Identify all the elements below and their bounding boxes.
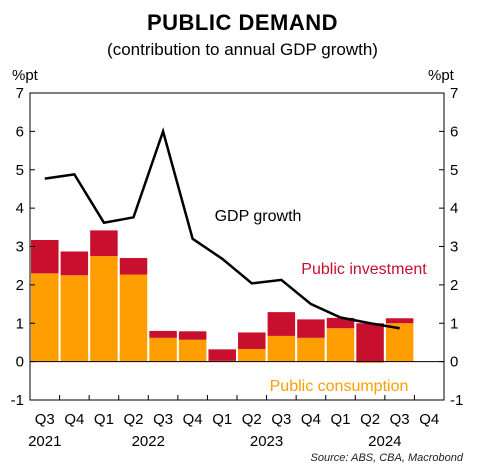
y-tick-label-right: 1 [450, 315, 458, 332]
y-tick-label-right: 5 [450, 162, 458, 179]
bar-public-consumption [356, 361, 384, 363]
x-tick-label: Q4 [419, 411, 439, 428]
x-tick-label: Q2 [360, 411, 380, 428]
y-tick-label-right: 2 [450, 277, 458, 294]
y-tick-label-right: -1 [450, 392, 463, 409]
bar-public-consumption [297, 337, 325, 362]
y-tick-label-left: 3 [16, 239, 24, 256]
bar-public-consumption [238, 348, 266, 362]
y-tick-label-left: 6 [16, 123, 24, 140]
bar-public-investment [178, 331, 207, 340]
x-tick-label: Q3 [35, 411, 55, 428]
bar-public-consumption [326, 328, 355, 362]
x-tick-label: Q4 [64, 411, 84, 428]
bar-public-investment [208, 349, 236, 361]
bar-public-investment [385, 318, 414, 324]
bar-public-investment [60, 251, 89, 276]
bar-public-investment [356, 323, 384, 362]
year-label: 2023 [250, 433, 283, 450]
y-axis-label-left: %pt [12, 67, 39, 84]
y-tick-label-left: 0 [16, 354, 24, 371]
bar-public-investment [149, 330, 177, 338]
bar-public-investment [326, 317, 355, 329]
bar-public-investment [267, 312, 296, 336]
year-label: 2024 [368, 433, 401, 450]
y-tick-label-left: 4 [16, 200, 24, 217]
x-tick-label: Q3 [271, 411, 291, 428]
annotation-public-consumption: Public consumption [270, 378, 409, 395]
bar-public-consumption [178, 339, 207, 362]
y-tick-label-left: 7 [16, 85, 24, 102]
bar-public-consumption [385, 323, 414, 362]
bar-public-consumption [149, 337, 177, 362]
x-tick-label: Q4 [301, 411, 321, 428]
bar-public-consumption [90, 256, 118, 362]
chart-subtitle: (contribution to annual GDP growth) [107, 40, 378, 59]
bar-public-consumption [31, 273, 59, 362]
x-tick-label: Q3 [390, 411, 410, 428]
y-tick-label-right: 6 [450, 123, 458, 140]
year-label: 2022 [132, 433, 165, 450]
series-line-gdp-growth [44, 127, 400, 330]
bar-public-investment [238, 332, 266, 349]
bar-public-investment [297, 319, 325, 338]
y-tick-label-left: 5 [16, 162, 24, 179]
y-tick-label-left: -1 [11, 392, 24, 409]
y-tick-label-right: 7 [450, 85, 458, 102]
x-tick-label: Q3 [153, 411, 173, 428]
y-tick-label-right: 0 [450, 354, 458, 371]
bar-public-consumption [119, 274, 148, 362]
y-tick-label-left: 1 [16, 315, 24, 332]
year-label: 2021 [28, 433, 61, 450]
y-tick-label-right: 3 [450, 239, 458, 256]
x-tick-label: Q4 [183, 411, 203, 428]
annotation-public-investment: Public investment [301, 261, 427, 278]
annotation-gdp-growth: GDP growth [215, 208, 302, 225]
x-tick-label: Q2 [123, 411, 143, 428]
source-note: Source: ABS, CBA, Macrobond [310, 452, 463, 464]
y-tick-label-right: 4 [450, 200, 458, 217]
bar-public-investment [31, 239, 59, 274]
bar-public-consumption [60, 275, 89, 362]
y-axis-label-right: %pt [428, 67, 455, 84]
bar-public-investment [119, 258, 148, 275]
bar-public-investment [90, 230, 118, 257]
y-tick-label-left: 2 [16, 277, 24, 294]
x-tick-label: Q2 [242, 411, 262, 428]
bar-public-consumption [267, 335, 296, 362]
x-tick-label: Q1 [330, 411, 350, 428]
chart-title: PUBLIC DEMAND [146, 10, 339, 35]
x-tick-label: Q1 [212, 411, 232, 428]
x-tick-label: Q1 [94, 411, 114, 428]
